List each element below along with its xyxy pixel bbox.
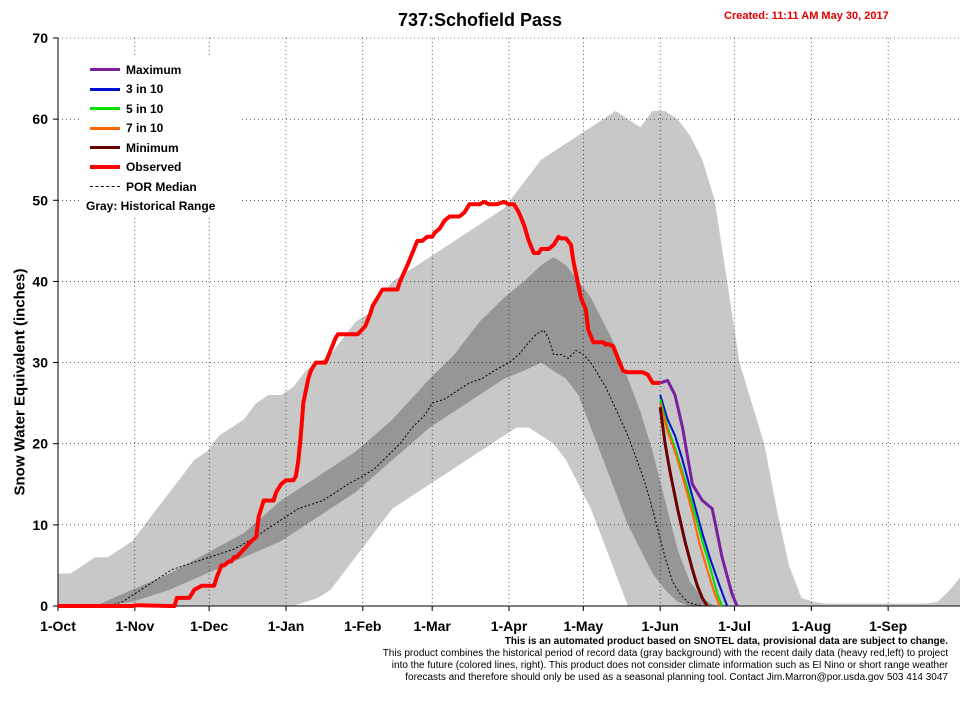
legend-label: 5 in 10 [126, 101, 164, 116]
series-line-minimum [658, 407, 709, 607]
y-tick-label: 0 [40, 598, 48, 614]
x-tick-label: 1-Jul [718, 618, 751, 634]
legend-swatch-observed [90, 165, 120, 170]
y-tick-label: 20 [32, 436, 48, 452]
legend-label: 7 in 10 [126, 121, 164, 136]
legend-swatch-minimum [90, 146, 120, 150]
legend-item-5in10: 5 in 10 [82, 99, 242, 119]
x-tick-label: 1-Oct [40, 618, 76, 634]
x-tick-label: 1-Aug [791, 618, 831, 634]
y-axis-label: Snow Water Equivalent (inches) [11, 268, 29, 496]
legend-swatch-3in10 [90, 87, 120, 91]
legend-label: Minimum [126, 140, 179, 155]
x-tick-label: 1-Mar [414, 618, 452, 634]
legend-item-7in10: 7 in 10 [82, 119, 242, 139]
series-line-p30 [659, 394, 729, 607]
y-tick-label: 60 [32, 111, 48, 127]
series-line-p70 [659, 402, 721, 607]
y-tick-label: 10 [32, 517, 48, 533]
x-tick-label: 1-Jan [268, 618, 305, 634]
historical-range-inner-band [95, 257, 715, 606]
legend: Maximum 3 in 10 5 in 10 7 in 10 Minimum … [82, 58, 242, 217]
legend-item-3in10: 3 in 10 [82, 80, 242, 100]
note-line-1: This is an automated product based on SN… [504, 636, 948, 647]
note-line-4: forecasts and therefore should only be u… [405, 672, 948, 683]
legend-label: 3 in 10 [126, 82, 164, 97]
note-line-3: into the future (colored lines, right). … [391, 660, 948, 671]
x-tick-label: 1-Nov [115, 618, 154, 634]
series-line-p50 [659, 398, 724, 607]
y-tick-label: 70 [32, 30, 48, 46]
note-line-2: This product combines the historical per… [382, 648, 948, 659]
legend-label: Observed [126, 160, 182, 175]
legend-label: Maximum [126, 62, 182, 77]
y-tick-label: 50 [32, 192, 48, 208]
created-timestamp: Created: 11:11 AM May 30, 2017 [724, 10, 889, 22]
legend-swatch-5in10 [90, 107, 120, 111]
legend-swatch-median [90, 186, 120, 188]
x-tick-label: 1-Jun [641, 618, 678, 634]
legend-label: POR Median [126, 179, 197, 194]
legend-item-minimum: Minimum [82, 138, 242, 158]
x-tick-label: 1-Dec [190, 618, 228, 634]
legend-historical-range: Gray: Historical Range [86, 198, 216, 213]
series-line-observed [58, 199, 661, 608]
x-tick-label: 1-May [563, 618, 603, 634]
y-tick-label: 40 [32, 273, 48, 289]
legend-item-median: POR Median [82, 177, 242, 197]
legend-item-observed: Observed [82, 158, 242, 178]
legend-item-maximum: Maximum [82, 60, 242, 80]
x-tick-label: 1-Sep [869, 618, 907, 634]
chart-title: 737:Schofield Pass [397, 10, 563, 30]
series-line-median [58, 329, 703, 607]
x-tick-label: 1-Feb [344, 618, 381, 634]
x-tick-label: 1-Apr [491, 618, 528, 634]
series-line-maximum [659, 378, 739, 607]
disclaimer-notes: This is an automated product based on SN… [308, 636, 948, 684]
legend-swatch-maximum [90, 68, 120, 72]
legend-swatch-7in10 [90, 126, 120, 130]
y-tick-label: 30 [32, 355, 48, 371]
